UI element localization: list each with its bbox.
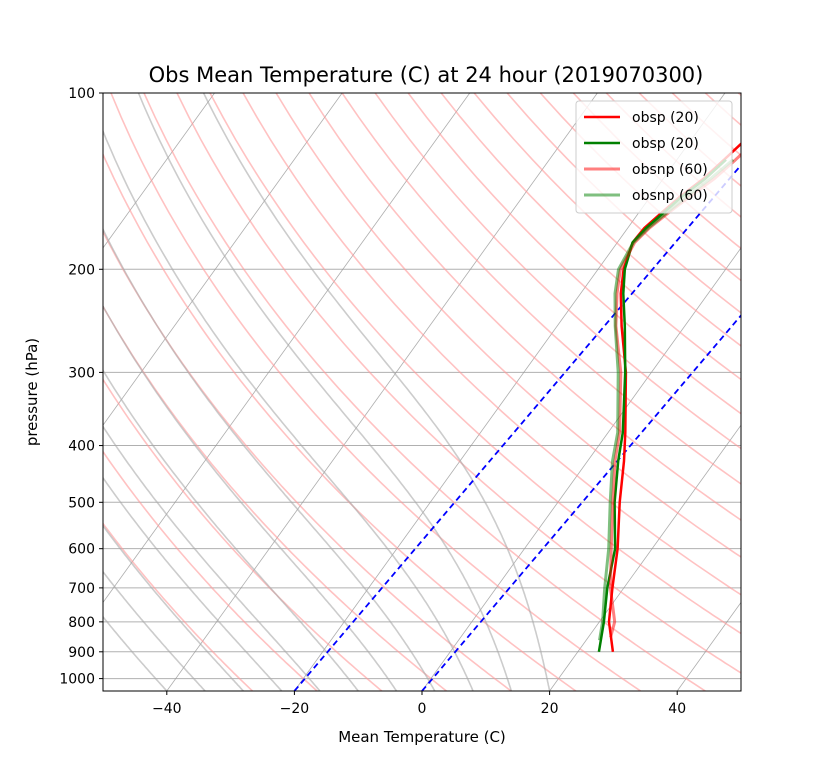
isotherm-line bbox=[103, 93, 343, 426]
dry-adiabat-line bbox=[103, 304, 447, 691]
dry-adiabat-line bbox=[341, 93, 741, 485]
y-tick-label: 400 bbox=[68, 439, 95, 455]
moist-adiabat-line bbox=[103, 227, 436, 691]
moist-adiabat-line bbox=[103, 304, 398, 691]
moist-adiabat-line bbox=[103, 476, 283, 691]
dry-adiabat-line bbox=[103, 522, 253, 691]
legend-label: obsp (20) bbox=[632, 136, 699, 152]
chart-title: Obs Mean Temperature (C) at 24 hour (201… bbox=[149, 63, 704, 87]
dry-adiabat-line bbox=[737, 93, 741, 97]
isotherm-line bbox=[103, 93, 471, 604]
horizontal-gridlines bbox=[103, 92, 741, 680]
isotherm-line bbox=[166, 93, 598, 691]
dry-adiabat-line bbox=[440, 93, 741, 381]
dry-adiabat-line bbox=[473, 93, 741, 347]
moist-adiabat-line bbox=[137, 93, 513, 691]
dry-adiabat-line bbox=[103, 152, 577, 691]
dry-adiabat-line bbox=[374, 93, 741, 450]
legend-label: obsp (20) bbox=[632, 110, 699, 126]
moist-adiabat-line bbox=[103, 368, 359, 691]
y-tick-label: 1000 bbox=[59, 672, 95, 688]
x-axis-ticks: −40 −20 0 20 40 bbox=[152, 691, 686, 717]
y-tick-label: 500 bbox=[68, 495, 95, 511]
moist-adiabat-line bbox=[202, 93, 551, 691]
dry-adiabat-line bbox=[143, 93, 706, 691]
dry-adiabat-line bbox=[176, 93, 741, 674]
dry-adiabat-line bbox=[242, 93, 741, 596]
isotherm-line bbox=[421, 247, 741, 691]
x-tick-label: 0 bbox=[418, 701, 427, 717]
y-tick-label: 800 bbox=[68, 615, 95, 631]
y-tick-label: 300 bbox=[68, 365, 95, 381]
isotherm-line bbox=[0, 93, 87, 691]
x-tick-label: 40 bbox=[668, 701, 686, 717]
moist-adiabat-line bbox=[103, 524, 244, 691]
moist-adiabat-line bbox=[103, 615, 168, 691]
x-tick-label: 20 bbox=[541, 701, 559, 717]
dry-adiabat-line bbox=[308, 93, 741, 522]
x-tick-label: −40 bbox=[152, 701, 182, 717]
isotherm-line bbox=[103, 93, 215, 249]
legend-label: obsnp (60) bbox=[632, 188, 708, 204]
dry-adiabat-line bbox=[805, 93, 823, 691]
moist-adiabat-line bbox=[103, 425, 321, 691]
legend-box bbox=[575, 100, 733, 214]
x-tick-label: −20 bbox=[280, 701, 310, 717]
isotherm-line bbox=[805, 93, 823, 691]
x-axis-label: Mean Temperature (C) bbox=[338, 728, 506, 746]
mixing-ratio-line bbox=[421, 314, 741, 691]
y-tick-label: 700 bbox=[68, 581, 95, 597]
y-axis-ticks: 100 200 300 400 500 600 700 800 900 1000 bbox=[59, 86, 103, 688]
moist-adiabat-line bbox=[103, 570, 206, 691]
y-tick-label: 600 bbox=[68, 542, 95, 558]
dry-adiabat-line bbox=[771, 93, 823, 691]
legend-label: obsnp (60) bbox=[632, 162, 708, 178]
y-tick-label: 200 bbox=[68, 262, 95, 278]
dry-adiabat-line bbox=[275, 93, 741, 558]
dry-adiabat-line bbox=[209, 93, 741, 635]
moist-adiabat-line bbox=[103, 129, 474, 691]
mixing-ratio-line bbox=[293, 163, 741, 691]
dry-adiabat-line bbox=[103, 378, 383, 691]
y-tick-label: 100 bbox=[68, 86, 95, 102]
legend: obsp (20) obsp (20) obsnp (60) obsnp (60) bbox=[575, 100, 733, 214]
dry-adiabat-line bbox=[407, 93, 741, 415]
y-axis-label: pressure (hPa) bbox=[23, 338, 41, 446]
y-tick-label: 900 bbox=[68, 645, 95, 661]
dry-adiabat-line bbox=[103, 450, 318, 691]
